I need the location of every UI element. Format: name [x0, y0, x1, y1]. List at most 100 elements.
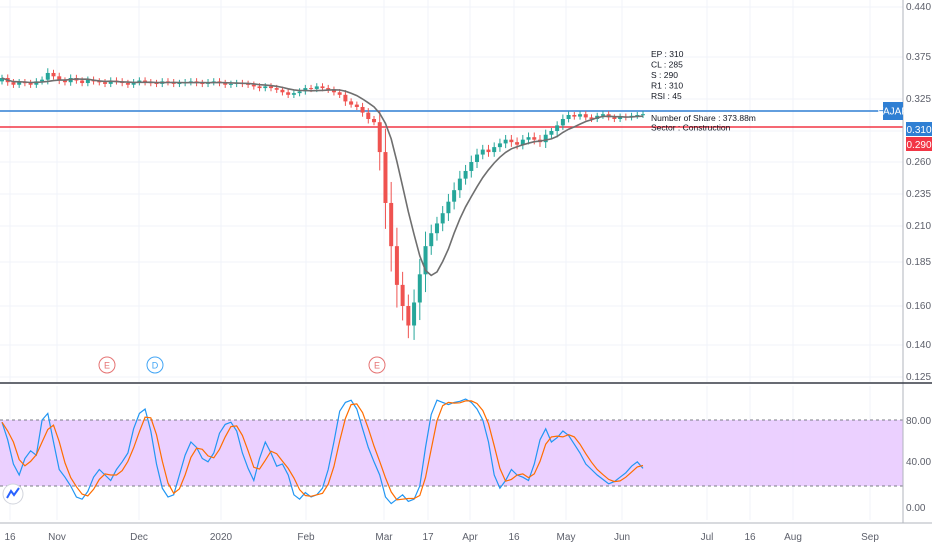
candle-body[interactable]: [326, 88, 331, 90]
candle-body[interactable]: [429, 233, 434, 247]
candle-body[interactable]: [503, 139, 508, 144]
candle-body[interactable]: [0, 78, 4, 82]
candle-body[interactable]: [274, 88, 279, 90]
ticker-badge: [883, 102, 903, 120]
candle-body[interactable]: [57, 76, 62, 81]
time-axis-tick-label: Nov: [48, 532, 66, 543]
candle-body[interactable]: [125, 83, 130, 85]
candle-body[interactable]: [475, 154, 480, 162]
tradingview-logo[interactable]: [2, 483, 24, 505]
candle-body[interactable]: [143, 80, 148, 83]
candle-body[interactable]: [406, 306, 411, 326]
candle-body[interactable]: [440, 213, 445, 224]
candle-body[interactable]: [108, 80, 113, 84]
candle-body[interactable]: [177, 83, 182, 85]
candle-body[interactable]: [469, 162, 474, 171]
candle-body[interactable]: [97, 81, 102, 83]
candle-body[interactable]: [417, 274, 422, 303]
candle-body[interactable]: [85, 79, 90, 84]
candle-body[interactable]: [377, 122, 382, 153]
candle-body[interactable]: [343, 94, 348, 102]
event-marker[interactable]: E: [368, 356, 386, 374]
candle-body[interactable]: [515, 142, 520, 145]
price-axis-tick-label: 0.260: [906, 157, 931, 168]
candle-body[interactable]: [572, 115, 577, 117]
candle-body[interactable]: [452, 190, 457, 202]
candle-body[interactable]: [423, 246, 428, 275]
candle-body[interactable]: [268, 86, 273, 89]
candle-body[interactable]: [520, 139, 525, 145]
candle-body[interactable]: [309, 88, 314, 90]
candle-body[interactable]: [635, 115, 640, 116]
candle-body[interactable]: [612, 117, 617, 119]
candle-body[interactable]: [492, 147, 497, 153]
candle-body[interactable]: [400, 284, 405, 306]
candle-body[interactable]: [372, 119, 377, 123]
candle-body[interactable]: [28, 83, 33, 85]
candle-body[interactable]: [257, 86, 262, 89]
stochastic-lines: [1, 398, 644, 505]
candle-body[interactable]: [394, 246, 399, 285]
candle-body[interactable]: [280, 89, 285, 93]
candle-body[interactable]: [354, 104, 359, 107]
candle-body[interactable]: [297, 91, 302, 94]
candle-body[interactable]: [40, 79, 45, 82]
candle-body[interactable]: [360, 107, 365, 113]
candle-body[interactable]: [246, 83, 251, 85]
candle-body[interactable]: [337, 92, 342, 95]
candle-body[interactable]: [286, 92, 291, 95]
candle-body[interactable]: [446, 201, 451, 214]
candle-body[interactable]: [560, 119, 565, 126]
candle-body[interactable]: [486, 149, 491, 153]
candle-body[interactable]: [526, 137, 531, 140]
candle-body[interactable]: [154, 83, 159, 85]
candle-body[interactable]: [600, 114, 605, 116]
candle-body[interactable]: [434, 223, 439, 234]
candle-body[interactable]: [618, 116, 623, 119]
candle-body[interactable]: [566, 115, 571, 119]
candle-body[interactable]: [543, 134, 548, 143]
candle-body[interactable]: [480, 149, 485, 155]
candle-body[interactable]: [291, 93, 296, 95]
candle-body[interactable]: [263, 86, 268, 89]
candle-body[interactable]: [80, 80, 85, 84]
candle-body[interactable]: [45, 72, 50, 80]
candle-body[interactable]: [223, 83, 228, 85]
candle-body[interactable]: [131, 82, 136, 85]
candle-body[interactable]: [532, 137, 537, 140]
event-marker[interactable]: E: [98, 356, 116, 374]
candle-body[interactable]: [457, 178, 462, 191]
candle-body[interactable]: [509, 139, 514, 143]
candle-body[interactable]: [366, 112, 371, 119]
candle-body[interactable]: [228, 83, 233, 85]
candle-body[interactable]: [497, 143, 502, 148]
candle-body[interactable]: [589, 117, 594, 119]
candle-body[interactable]: [103, 82, 108, 84]
candle-body[interactable]: [137, 80, 142, 83]
event-marker-letter: E: [104, 361, 110, 371]
time-axis-tick-label: Mar: [375, 532, 393, 543]
candle-body[interactable]: [11, 82, 16, 85]
candle-body[interactable]: [320, 86, 325, 89]
candle-body[interactable]: [331, 89, 336, 93]
price-badge-label-red: 0.290: [906, 140, 931, 151]
candle-body[interactable]: [251, 84, 256, 87]
candle-body[interactable]: [200, 83, 205, 85]
candle-body[interactable]: [549, 131, 554, 135]
candle-body[interactable]: [51, 72, 56, 77]
event-marker[interactable]: D: [146, 356, 164, 374]
candle-body[interactable]: [412, 302, 417, 326]
candle-body[interactable]: [389, 202, 394, 247]
candle-body[interactable]: [62, 80, 67, 83]
candle-body[interactable]: [583, 114, 588, 118]
candle-body[interactable]: [349, 101, 354, 105]
candle-body[interactable]: [641, 114, 645, 116]
candle-body[interactable]: [578, 114, 583, 117]
candle-body[interactable]: [314, 86, 319, 89]
candle-body[interactable]: [383, 152, 388, 203]
candle-body[interactable]: [17, 82, 22, 85]
candle-body[interactable]: [555, 125, 560, 131]
candle-body[interactable]: [463, 170, 468, 179]
